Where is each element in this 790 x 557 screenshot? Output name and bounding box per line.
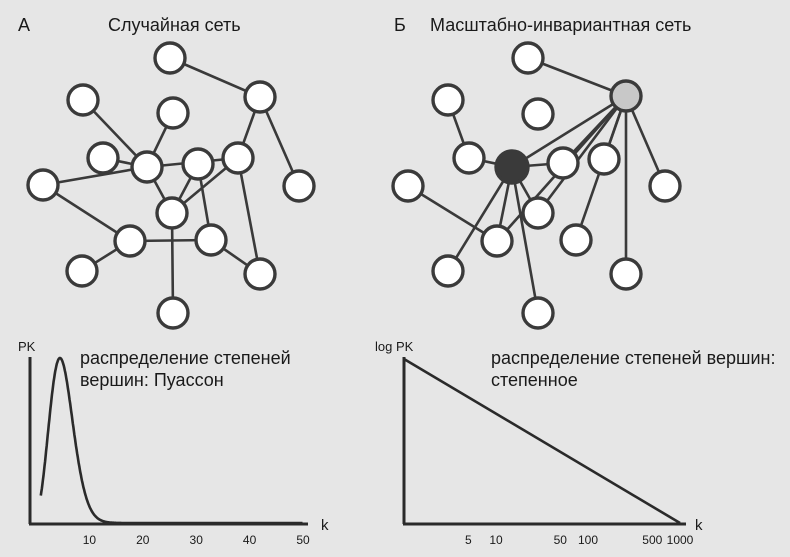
random-network-edge [41,183,132,243]
scale-free-network-node [587,142,621,176]
scale-free-network-edge [406,184,499,243]
scale-free-network-node [609,257,643,291]
scale-free-network-edge [526,56,628,98]
chart-a-x-tick-label: 40 [243,533,257,547]
scale-free-network-node [431,254,465,288]
chart-a-annotation-line1: распределение степеней [80,348,291,368]
panel-b-title: Масштабно-инвариантная сеть [430,15,691,35]
scale-free-network-node [391,169,425,203]
random-network-node [86,141,120,175]
random-network-node [243,257,277,291]
poisson-curve [39,356,303,525]
chart-b-x-ticks: 5 10 50 100 500 1000 [465,533,694,547]
scale-free-network [391,41,682,330]
random-network-node [156,96,190,130]
chart-b-xlabel: k [695,517,703,534]
chart-b-x-tick-label: 5 [465,533,472,547]
random-network-node [66,83,100,117]
chart-a-x-tick-label: 50 [296,533,310,547]
random-network-node [155,196,189,230]
scale-free-network-node [521,296,555,330]
scale-free-network-node [521,97,555,131]
random-network-node [130,150,164,184]
chart-b-x-tick-label: 500 [642,533,662,547]
chart-b-ylabel: log PK [375,339,414,354]
scale-free-network-node [546,146,580,180]
chart-a-xlabel: k [321,517,329,534]
chart-a-x-ticks: 10 20 30 40 50 [83,533,310,547]
scale-free-network-node [511,41,545,75]
power-law-chart: log PK распределение степеней вершин: ст… [375,339,775,547]
random-network-node [153,41,187,75]
random-network-node [243,80,277,114]
panel-b-letter: Б [394,15,406,35]
random-network [26,41,316,330]
scale-free-network-node [494,149,530,185]
random-network-node [156,296,190,330]
chart-a-x-tick-label: 20 [136,533,150,547]
chart-b-x-tick-label: 1000 [667,533,694,547]
chart-b-annotation-line1: распределение степеней вершин: [491,348,775,368]
scale-free-network-node [609,79,643,113]
power-law-line [403,357,681,525]
random-network-node [113,224,147,258]
scale-free-network-node [559,223,593,257]
chart-b-annotation-line2: степенное [491,370,578,390]
scale-free-network-node [648,169,682,203]
poisson-chart: PK распределение степеней вершин: Пуассо… [18,339,329,547]
random-network-node [282,169,316,203]
panel-a-letter: А [18,15,30,35]
random-network-edge [236,156,262,276]
scale-free-network-edge [536,94,628,215]
random-network-node [65,254,99,288]
random-network-edge [41,165,149,187]
chart-a-x-tick-label: 10 [83,533,97,547]
scale-free-network-node [521,196,555,230]
chart-b-x-tick-label: 100 [578,533,598,547]
random-network-node [221,141,255,175]
random-network-node [194,223,228,257]
chart-b-x-tick-label: 50 [554,533,568,547]
scale-free-network-edge [510,94,628,169]
random-network-node [181,147,215,181]
chart-a-x-tick-label: 30 [190,533,204,547]
scale-free-network-node [431,83,465,117]
chart-a-ylabel: PK [18,339,36,354]
scale-free-network-edge [510,165,540,315]
chart-b-x-tick-label: 10 [489,533,503,547]
panel-a-title: Случайная сеть [108,15,241,35]
scale-free-network-node [452,141,486,175]
chart-a-annotation-line2: вершин: Пуассон [80,370,224,390]
random-network-node [26,168,60,202]
scale-free-network-edge [446,165,514,273]
scale-free-network-node [480,224,514,258]
